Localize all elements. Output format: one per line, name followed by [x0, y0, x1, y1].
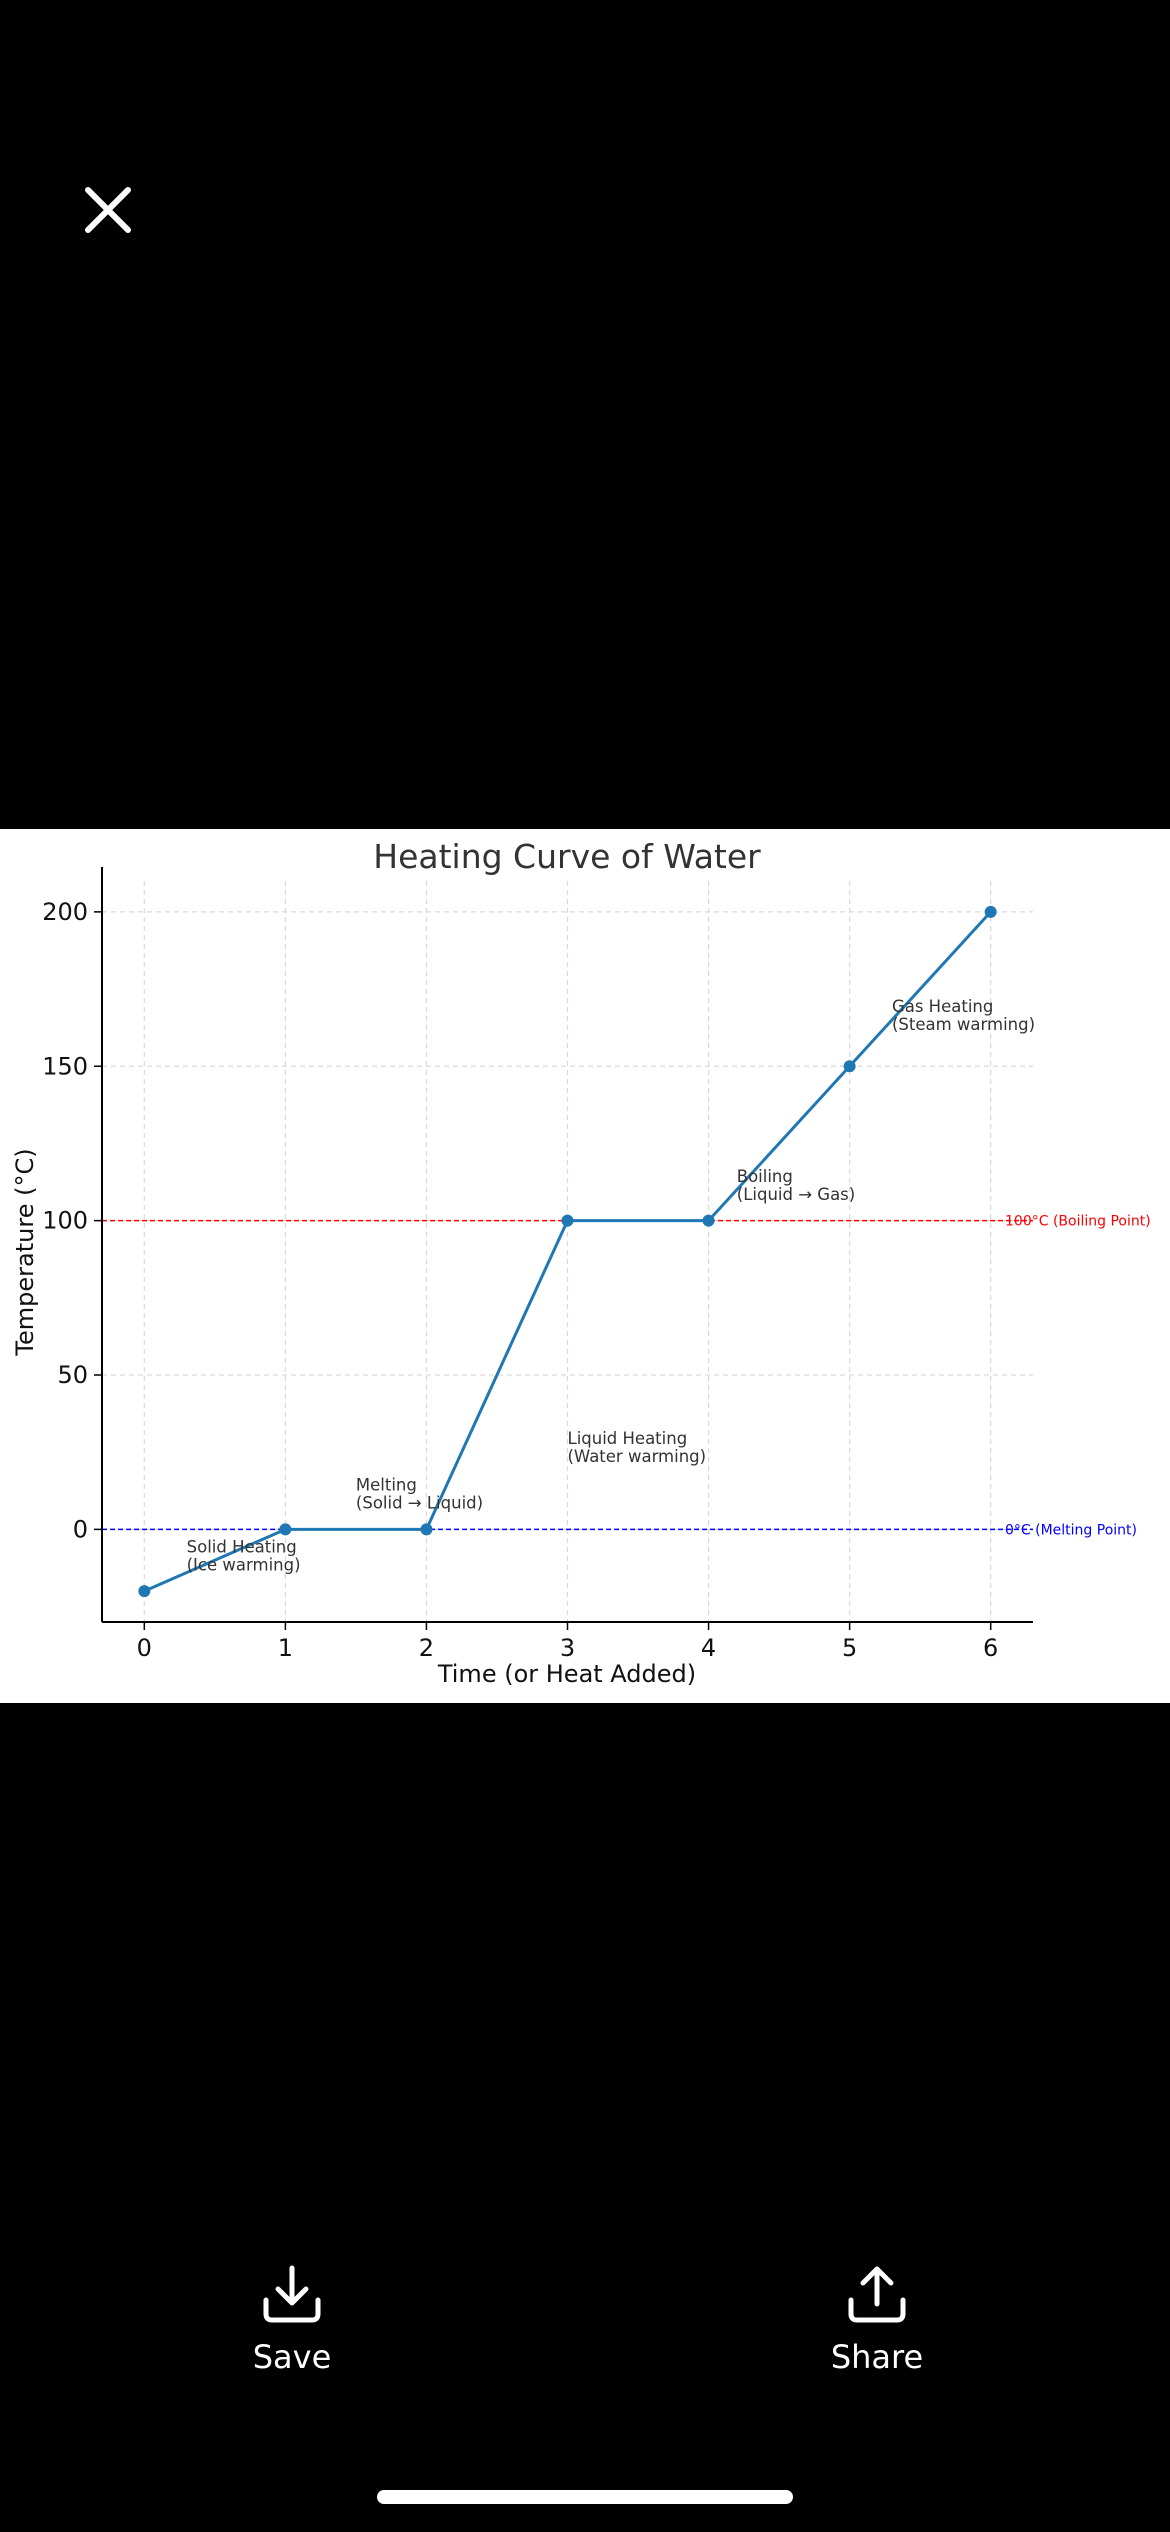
share-icon	[848, 2266, 906, 2323]
y-tick-label: 50	[57, 1361, 88, 1389]
x-tick-label: 4	[701, 1634, 716, 1662]
x-tick-label: 5	[842, 1634, 857, 1662]
annotation-line: (Liquid → Gas)	[737, 1185, 855, 1204]
reference-lines: 100°C (Boiling Point) 0°C (Melting Point)	[102, 1214, 1151, 1538]
annotation-line: Solid Heating	[187, 1537, 297, 1556]
x-tick-label: 6	[983, 1634, 998, 1662]
x-tick-label: 1	[278, 1634, 293, 1662]
save-label: Save	[252, 2338, 332, 2376]
data-point	[702, 1214, 715, 1227]
y-tick-label: 150	[42, 1052, 88, 1080]
melting-point-label: 0°C (Melting Point)	[1005, 1522, 1137, 1538]
phase-annotation: Gas Heating (Steam warming)	[892, 997, 1035, 1034]
phase-annotation: Boiling (Liquid → Gas)	[737, 1167, 855, 1204]
phase-annotation: Melting (Solid → Liquid)	[356, 1476, 483, 1513]
data-point	[138, 1585, 151, 1598]
share-button[interactable]: Share	[777, 2262, 977, 2376]
annotation-line: (Ice warming)	[187, 1555, 301, 1574]
data-point	[984, 905, 997, 918]
save-button[interactable]: Save	[192, 2262, 392, 2376]
home-indicator	[377, 2490, 793, 2504]
phase-annotation: Liquid Heating (Water warming)	[568, 1429, 707, 1466]
download-icon	[263, 2265, 321, 2323]
y-tick-label: 0	[73, 1515, 88, 1543]
annotation-line: Melting	[356, 1476, 417, 1495]
chart-image: 100°C (Boiling Point) 0°C (Melting Point)…	[0, 829, 1170, 1703]
x-tick-label: 3	[560, 1634, 575, 1662]
x-axis-label: Time (or Heat Added)	[437, 1660, 696, 1688]
annotation-line: Boiling	[737, 1167, 793, 1186]
data-point	[420, 1523, 433, 1536]
data-point	[843, 1060, 856, 1073]
annotation-line: (Water warming)	[568, 1447, 707, 1466]
data-point	[561, 1214, 574, 1227]
heating-curve-chart: 100°C (Boiling Point) 0°C (Melting Point)…	[11, 837, 1151, 1688]
annotation-line: Gas Heating	[892, 997, 993, 1016]
close-icon	[85, 187, 131, 233]
chart-title: Heating Curve of Water	[373, 837, 761, 876]
x-tick-label: 0	[137, 1634, 152, 1662]
share-label: Share	[830, 2338, 924, 2376]
annotation-line: (Steam warming)	[892, 1015, 1035, 1034]
chart-annotations: Solid Heating (Ice warming) Melting (Solid …	[187, 997, 1035, 1574]
annotation-line: (Solid → Liquid)	[356, 1494, 483, 1513]
chart-series	[138, 905, 997, 1598]
phase-annotation: Solid Heating (Ice warming)	[187, 1537, 301, 1574]
chart-axes: 0 1 2 3 4 5 6 0 50 100 150 200	[42, 867, 1033, 1662]
chart-grid	[102, 881, 1033, 1622]
data-point	[279, 1523, 292, 1536]
x-tick-label: 2	[419, 1634, 434, 1662]
boiling-point-label: 100°C (Boiling Point)	[1005, 1214, 1151, 1230]
close-button[interactable]	[78, 180, 138, 240]
y-axis-label: Temperature (°C)	[11, 1148, 39, 1356]
y-tick-label: 100	[42, 1207, 88, 1235]
annotation-line: Liquid Heating	[568, 1429, 688, 1448]
y-tick-label: 200	[42, 898, 88, 926]
